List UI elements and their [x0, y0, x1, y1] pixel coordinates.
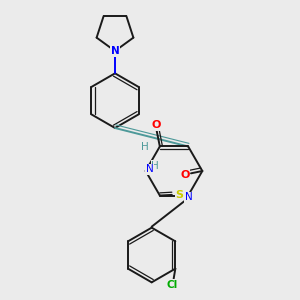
Text: O: O	[152, 121, 161, 130]
Text: S: S	[175, 190, 183, 200]
Text: Cl: Cl	[167, 280, 178, 290]
Text: N: N	[111, 46, 119, 56]
Text: H: H	[141, 142, 149, 152]
Text: N: N	[185, 192, 193, 202]
Text: H: H	[151, 161, 159, 171]
Text: N: N	[146, 164, 154, 174]
Text: O: O	[180, 170, 190, 180]
